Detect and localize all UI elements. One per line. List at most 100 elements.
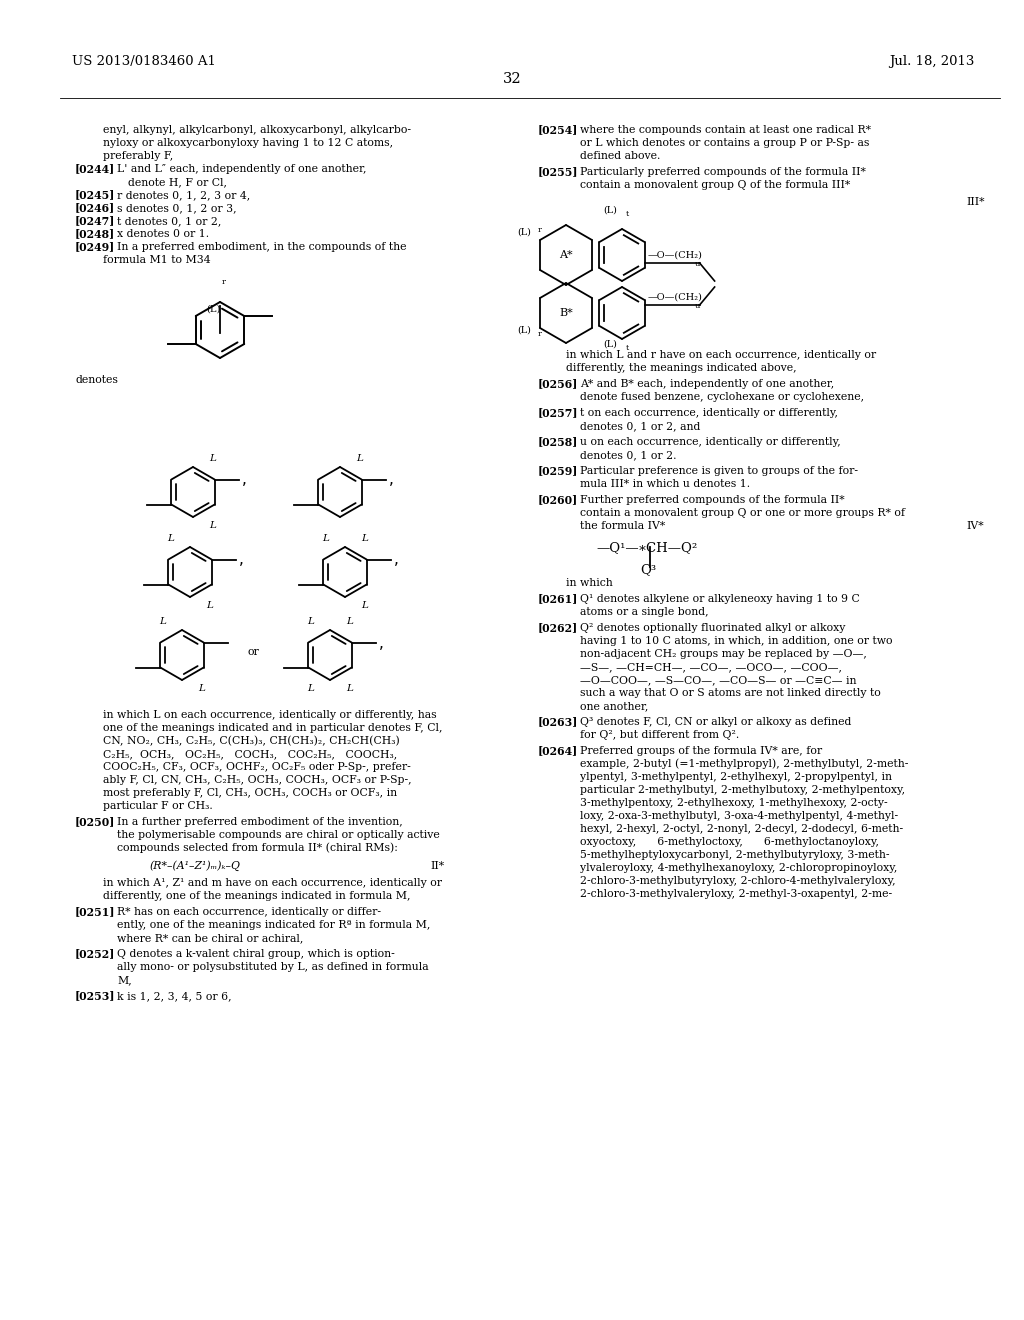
- Text: L' and L″ each, independently of one another,: L' and L″ each, independently of one ano…: [117, 164, 367, 174]
- Text: denotes: denotes: [75, 375, 118, 385]
- Text: L: L: [356, 454, 362, 463]
- Text: denote H, F or Cl,: denote H, F or Cl,: [128, 177, 227, 187]
- Text: particular 2-methylbutyl, 2-methylbutoxy, 2-methylpentoxy,: particular 2-methylbutyl, 2-methylbutoxy…: [580, 785, 905, 795]
- Text: compounds selected from formula II* (chiral RMs):: compounds selected from formula II* (chi…: [117, 842, 398, 853]
- Text: L: L: [206, 602, 213, 610]
- Text: u: u: [694, 302, 700, 310]
- Text: A* and B* each, independently of one another,: A* and B* each, independently of one ano…: [580, 379, 835, 389]
- Text: Q² denotes optionally fluorinated alkyl or alkoxy: Q² denotes optionally fluorinated alkyl …: [580, 623, 846, 634]
- Text: Particularly preferred compounds of the formula II*: Particularly preferred compounds of the …: [580, 168, 866, 177]
- Text: 5-methylheptyloxycarbonyl, 2-methylbutyryloxy, 3-meth-: 5-methylheptyloxycarbonyl, 2-methylbutyr…: [580, 850, 890, 861]
- Text: preferably F,: preferably F,: [103, 150, 173, 161]
- Text: oxyoctoxy,      6-methyloctoxy,      6-methyloctanoyloxy,: oxyoctoxy, 6-methyloctoxy, 6-methyloctan…: [580, 837, 879, 847]
- Text: A*: A*: [559, 249, 572, 260]
- Text: or: or: [248, 647, 260, 657]
- Text: in which L on each occurrence, identically or differently, has: in which L on each occurrence, identical…: [103, 710, 436, 719]
- Text: having 1 to 10 C atoms, in which, in addition, one or two: having 1 to 10 C atoms, in which, in add…: [580, 636, 893, 645]
- Text: denotes 0, 1 or 2, and: denotes 0, 1 or 2, and: [580, 421, 700, 432]
- Text: formula M1 to M34: formula M1 to M34: [103, 255, 211, 265]
- Text: (L): (L): [603, 206, 617, 215]
- Text: [0253]: [0253]: [75, 990, 116, 1001]
- Text: ently, one of the meanings indicated for Rª in formula M,: ently, one of the meanings indicated for…: [117, 920, 430, 931]
- Text: particular F or CH₃.: particular F or CH₃.: [103, 801, 213, 810]
- Text: Q¹ denotes alkylene or alkyleneoxy having 1 to 9 C: Q¹ denotes alkylene or alkyleneoxy havin…: [580, 594, 860, 605]
- Text: B*: B*: [559, 308, 572, 318]
- Text: L: L: [346, 684, 353, 693]
- Text: —Q¹—: —Q¹—: [596, 541, 639, 554]
- Text: (L): (L): [517, 326, 531, 335]
- Text: L: L: [307, 684, 314, 693]
- Text: [0244]: [0244]: [75, 162, 116, 174]
- Text: defined above.: defined above.: [580, 150, 660, 161]
- Text: u on each occurrence, identically or differently,: u on each occurrence, identically or dif…: [580, 437, 841, 447]
- Text: r denotes 0, 1, 2, 3 or 4,: r denotes 0, 1, 2, 3 or 4,: [117, 190, 250, 201]
- Text: ,: ,: [389, 473, 393, 487]
- Text: —O—(CH₂): —O—(CH₂): [647, 251, 702, 260]
- Text: [0257]: [0257]: [538, 407, 579, 418]
- Text: loxy, 2-oxa-3-methylbutyl, 3-oxa-4-methylpentyl, 4-methyl-: loxy, 2-oxa-3-methylbutyl, 3-oxa-4-methy…: [580, 810, 898, 821]
- Text: ,: ,: [379, 635, 384, 651]
- Text: hexyl, 2-hexyl, 2-octyl, 2-nonyl, 2-decyl, 2-dodecyl, 6-meth-: hexyl, 2-hexyl, 2-octyl, 2-nonyl, 2-decy…: [580, 824, 903, 834]
- Text: III*: III*: [966, 197, 984, 207]
- Text: [0247]: [0247]: [75, 215, 116, 226]
- Text: L: L: [209, 521, 216, 531]
- Text: [0264]: [0264]: [538, 744, 579, 756]
- Text: US 2013/0183460 A1: US 2013/0183460 A1: [72, 55, 216, 69]
- Text: R* has on each occurrence, identically or differ-: R* has on each occurrence, identically o…: [117, 907, 381, 917]
- Text: one another,: one another,: [580, 701, 648, 711]
- Text: —O—COO—, —S—CO—, —CO—S— or —C≡C— in: —O—COO—, —S—CO—, —CO—S— or —C≡C— in: [580, 675, 856, 685]
- Text: s denotes 0, 1, 2 or 3,: s denotes 0, 1, 2 or 3,: [117, 203, 237, 213]
- Text: CN, NO₂, CH₃, C₂H₅, C(CH₃)₃, CH(CH₃)₂, CH₂CH(CH₃): CN, NO₂, CH₃, C₂H₅, C(CH₃)₃, CH(CH₃)₂, C…: [103, 735, 399, 746]
- Text: t: t: [626, 345, 630, 352]
- Text: most preferably F, Cl, CH₃, OCH₃, COCH₃ or OCF₃, in: most preferably F, Cl, CH₃, OCH₃, COCH₃ …: [103, 788, 397, 799]
- Text: r: r: [222, 279, 226, 286]
- Text: [0245]: [0245]: [75, 189, 116, 201]
- Text: [0262]: [0262]: [538, 622, 579, 634]
- Text: Q³ denotes F, Cl, CN or alkyl or alkoxy as defined: Q³ denotes F, Cl, CN or alkyl or alkoxy …: [580, 717, 851, 727]
- Text: [0248]: [0248]: [75, 228, 116, 239]
- Text: —S—, —CH=CH—, —CO—, —OCO—, —COO—,: —S—, —CH=CH—, —CO—, —OCO—, —COO—,: [580, 663, 842, 672]
- Text: ,: ,: [242, 473, 247, 487]
- Text: atoms or a single bond,: atoms or a single bond,: [580, 607, 709, 616]
- Text: u: u: [694, 260, 700, 268]
- Text: —O—(CH₂): —O—(CH₂): [647, 293, 702, 302]
- Text: 2-chloro-3-methylbutyryloxy, 2-chloro-4-methylvaleryloxy,: 2-chloro-3-methylbutyryloxy, 2-chloro-4-…: [580, 876, 896, 886]
- Text: [0258]: [0258]: [538, 436, 579, 447]
- Text: [0259]: [0259]: [538, 465, 579, 477]
- Text: IV*: IV*: [966, 521, 984, 531]
- Text: 3-methylpentoxy, 2-ethylhexoxy, 1-methylhexoxy, 2-octy-: 3-methylpentoxy, 2-ethylhexoxy, 1-methyl…: [580, 799, 888, 808]
- Text: L: L: [323, 533, 329, 543]
- Text: in which L and r have on each occurrence, identically or: in which L and r have on each occurrence…: [566, 350, 877, 360]
- Text: ∗CH—Q²: ∗CH—Q²: [638, 541, 698, 554]
- Text: (L): (L): [603, 341, 617, 348]
- Text: [0250]: [0250]: [75, 816, 116, 828]
- Text: In a preferred embodiment, in the compounds of the: In a preferred embodiment, in the compou…: [117, 242, 407, 252]
- Text: Q denotes a k-valent chiral group, which is option-: Q denotes a k-valent chiral group, which…: [117, 949, 394, 960]
- Text: example, 2-butyl (=1-methylpropyl), 2-methylbutyl, 2-meth-: example, 2-butyl (=1-methylpropyl), 2-me…: [580, 759, 908, 770]
- Text: non-adjacent CH₂ groups may be replaced by —O—,: non-adjacent CH₂ groups may be replaced …: [580, 649, 867, 659]
- Text: such a way that O or S atoms are not linked directly to: such a way that O or S atoms are not lin…: [580, 688, 881, 698]
- Text: Further preferred compounds of the formula II*: Further preferred compounds of the formu…: [580, 495, 845, 506]
- Text: nyloxy or alkoxycarbonyloxy having 1 to 12 C atoms,: nyloxy or alkoxycarbonyloxy having 1 to …: [103, 139, 393, 148]
- Text: In a further preferred embodiment of the invention,: In a further preferred embodiment of the…: [117, 817, 402, 828]
- Text: enyl, alkynyl, alkylcarbonyl, alkoxycarbonyl, alkylcarbo-: enyl, alkynyl, alkylcarbonyl, alkoxycarb…: [103, 125, 411, 135]
- Text: r: r: [538, 226, 542, 234]
- Text: one of the meanings indicated and in particular denotes F, Cl,: one of the meanings indicated and in par…: [103, 723, 442, 733]
- Text: 2-chloro-3-methylvaleryloxy, 2-methyl-3-oxapentyl, 2-me-: 2-chloro-3-methylvaleryloxy, 2-methyl-3-…: [580, 888, 892, 899]
- Text: where R* can be chiral or achiral,: where R* can be chiral or achiral,: [117, 933, 303, 942]
- Text: L: L: [307, 616, 314, 626]
- Text: ally mono- or polysubstituted by L, as defined in formula: ally mono- or polysubstituted by L, as d…: [117, 962, 429, 972]
- Text: t denotes 0, 1 or 2,: t denotes 0, 1 or 2,: [117, 216, 221, 226]
- Text: the formula IV*: the formula IV*: [580, 521, 666, 531]
- Text: where the compounds contain at least one radical R*: where the compounds contain at least one…: [580, 125, 871, 135]
- Text: Q³: Q³: [640, 564, 656, 576]
- Text: Jul. 18, 2013: Jul. 18, 2013: [890, 55, 975, 69]
- Text: [0263]: [0263]: [538, 715, 579, 727]
- Text: II*: II*: [430, 861, 444, 871]
- Text: L: L: [361, 533, 368, 543]
- Text: Preferred groups of the formula IV* are, for: Preferred groups of the formula IV* are,…: [580, 746, 822, 756]
- Text: [0255]: [0255]: [538, 166, 579, 177]
- Text: (L): (L): [517, 228, 531, 238]
- Text: for Q², but different from Q².: for Q², but different from Q².: [580, 730, 739, 741]
- Text: ,: ,: [393, 553, 398, 568]
